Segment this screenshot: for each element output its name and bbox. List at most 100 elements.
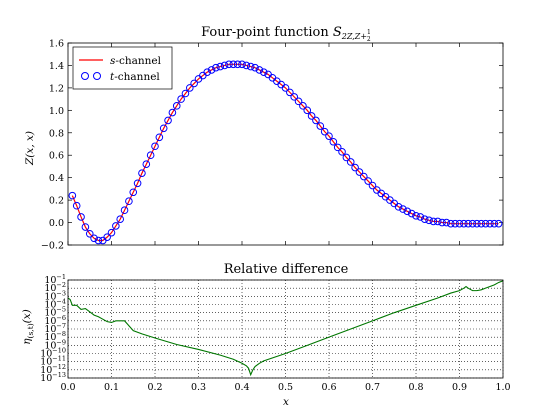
t-channel-point xyxy=(259,68,268,76)
top-axes-frame xyxy=(67,42,504,246)
legend-t-channel-label: t-channel xyxy=(110,71,160,83)
t-channel-point xyxy=(116,215,124,223)
bottom-x-tick-label: 0.5 xyxy=(278,382,293,393)
legend-t-channel-marker-1 xyxy=(81,72,89,80)
t-channel-point xyxy=(120,206,129,215)
t-channel-point xyxy=(320,127,329,136)
t-channel-point xyxy=(325,132,333,140)
t-channel-point xyxy=(186,84,194,92)
t-channel-point xyxy=(181,89,190,98)
t-channel-point xyxy=(481,219,490,228)
t-channel-point xyxy=(368,181,377,190)
t-channel-point xyxy=(346,158,355,166)
legend-box xyxy=(72,46,173,90)
t-channel-point xyxy=(146,151,155,160)
bottom-y-tick-label: 10−1 xyxy=(44,273,66,286)
bottom-y-tick-label: 10−4 xyxy=(44,298,66,311)
t-channel-point xyxy=(473,219,481,228)
bottom-y-tick-label: 10−13 xyxy=(40,371,66,384)
top-y-tick-label: 1.0 xyxy=(49,106,64,117)
t-channel-point xyxy=(107,228,116,237)
bottom-x-tick-label: 0.8 xyxy=(408,382,423,393)
t-channel-point xyxy=(225,60,233,69)
t-channel-point xyxy=(112,222,120,230)
top-chart-title: Four-point function S2Z,Z+1 2 xyxy=(201,25,371,43)
t-channel-point xyxy=(494,219,503,228)
t-channel-point xyxy=(164,116,172,125)
t-channel-point xyxy=(103,233,111,241)
bottom-y-tick-label: 10−11 xyxy=(40,355,66,368)
top-y-tick-label: 0.8 xyxy=(49,128,64,139)
bottom-x-axis-label: x xyxy=(283,396,289,408)
bottom-x-tick-label: 0.2 xyxy=(147,382,162,393)
t-channel-point xyxy=(72,201,81,210)
top-y-tick-label: −0.2 xyxy=(41,241,64,252)
t-channel-point xyxy=(477,219,486,228)
t-channel-point xyxy=(342,153,351,162)
t-channel-point xyxy=(251,63,259,72)
t-channel-point xyxy=(177,95,185,103)
t-channel-point xyxy=(172,102,181,110)
legend-t-channel-marker-2 xyxy=(93,72,101,80)
t-channel-point xyxy=(486,219,494,228)
top-y-tick-label: 1.4 xyxy=(49,61,64,72)
bottom-x-tick-label: 1.0 xyxy=(495,382,510,393)
t-channel-point xyxy=(442,218,451,227)
t-channel-point xyxy=(220,61,229,70)
bottom-x-tick-label: 0.0 xyxy=(60,382,75,393)
t-channel-point xyxy=(159,124,168,133)
bottom-x-tick-label: 0.3 xyxy=(191,382,206,393)
bottom-y-tick-label: 10−2 xyxy=(44,281,66,294)
t-channel-point xyxy=(133,179,142,188)
t-channel-point xyxy=(451,219,459,228)
t-channel-point xyxy=(85,229,94,238)
top-y-axis-label: Z(x, x) xyxy=(24,131,36,166)
t-channel-point xyxy=(229,60,238,69)
bottom-chart-title: Relative difference xyxy=(224,262,349,277)
t-channel-point xyxy=(360,172,368,181)
top-y-tick-label: 0.6 xyxy=(49,151,64,162)
t-channel-point xyxy=(190,79,198,88)
t-channel-point xyxy=(420,215,429,223)
t-channel-point xyxy=(464,219,473,228)
t-channel-point xyxy=(203,68,211,76)
t-channel-point xyxy=(312,116,320,125)
bottom-x-tick-label: 0.6 xyxy=(321,382,336,393)
t-channel-point xyxy=(77,213,85,221)
bottom-x-tick-label: 0.7 xyxy=(365,382,380,393)
legend-s-channel-label: s-channel xyxy=(110,55,162,67)
t-channel-point xyxy=(233,60,242,69)
relative-difference-line xyxy=(67,280,504,377)
t-channel-point xyxy=(94,236,103,245)
t-channel-point xyxy=(394,203,403,211)
t-channel-point xyxy=(447,219,455,228)
t-channel-point xyxy=(438,218,446,227)
top-y-tick-label: 1.6 xyxy=(49,39,64,50)
t-channel-point xyxy=(333,143,342,152)
t-channel-point xyxy=(399,205,407,213)
top-plot-area xyxy=(68,60,503,245)
t-channel-point xyxy=(242,61,251,70)
t-channel-point xyxy=(490,219,499,228)
t-channel-point xyxy=(355,168,364,176)
t-channel-point xyxy=(68,191,77,200)
bottom-y-tick-label: 10−12 xyxy=(40,363,66,376)
t-channel-point xyxy=(412,212,420,220)
t-channel-point xyxy=(455,219,464,228)
t-channel-point xyxy=(125,197,133,206)
bottom-x-tick-label: 0.1 xyxy=(104,382,119,393)
t-channel-point xyxy=(416,213,425,221)
bottom-y-axis-label: η(s,t)(x) xyxy=(21,309,35,345)
top-legend: s-channel t-channel xyxy=(72,46,173,90)
t-channel-point xyxy=(307,112,316,120)
t-channel-point xyxy=(338,148,346,156)
top-y-axis: −0.2 0.0 0.2 0.4 0.6 0.8 1.0 1.2 1.4 1.6 xyxy=(41,39,504,252)
top-y-tick-label: 0.2 xyxy=(49,196,64,207)
t-channel-point xyxy=(364,177,372,185)
bottom-y-tick-label: 10−7 xyxy=(44,322,66,335)
bottom-y-tick-label: 10−9 xyxy=(44,338,66,351)
t-channel-point xyxy=(286,88,294,97)
t-channel-point xyxy=(142,160,151,168)
t-channel-point xyxy=(316,122,325,130)
